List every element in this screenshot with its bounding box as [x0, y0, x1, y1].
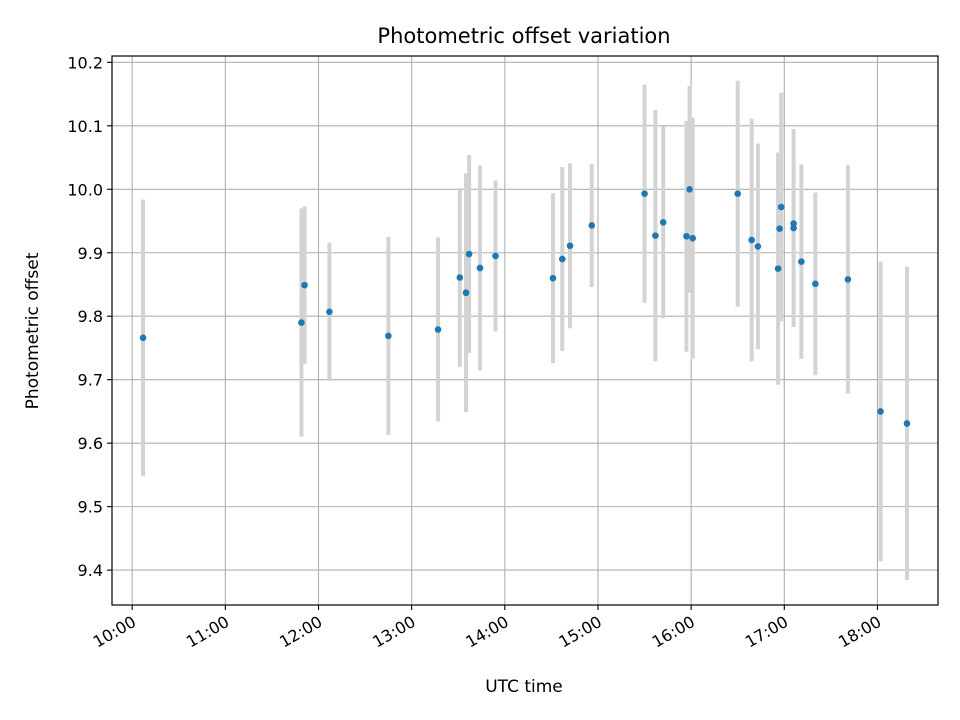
data-point [659, 218, 667, 226]
data-point [689, 234, 696, 242]
axis-ticks: 10:00 11:00 12:00 13:00 14:00 15:00 16:00 17:00… [67, 53, 884, 651]
y-tick-label: 10.0 [67, 180, 103, 199]
data-point [734, 190, 742, 198]
data-point [588, 222, 596, 229]
y-tick-label: 9.5 [78, 498, 103, 517]
data-point [777, 203, 785, 211]
data-point [558, 255, 566, 263]
data-point [844, 276, 852, 283]
data-point [301, 281, 308, 289]
data-point [683, 232, 690, 240]
plot-frame [111, 55, 939, 606]
data-point [139, 334, 147, 342]
data-point [774, 265, 782, 272]
x-tick-label: 16:00 [649, 612, 698, 652]
data-point [641, 190, 648, 198]
chart-title: Photometric offset variation [377, 24, 670, 48]
data-point [877, 408, 884, 415]
data-point [686, 185, 693, 193]
y-tick-label: 10.2 [67, 53, 103, 72]
y-tick-label: 9.7 [78, 371, 103, 390]
data-point [462, 289, 470, 297]
data-point [652, 232, 659, 239]
data-point [492, 252, 499, 260]
error-bars [141, 80, 909, 581]
data-point [476, 264, 484, 272]
y-tick-label: 9.8 [78, 307, 103, 326]
y-tick-label: 9.9 [78, 244, 103, 263]
y-tick-label: 9.6 [78, 434, 103, 453]
x-axis-label: UTC time [485, 677, 563, 697]
data-point [776, 225, 783, 232]
x-tick-label: 10:00 [90, 612, 139, 652]
x-tick-label: 11:00 [183, 612, 232, 652]
data-point [549, 274, 557, 282]
x-tick-label: 18:00 [835, 612, 884, 652]
x-tick-label: 14:00 [462, 612, 511, 652]
x-tick-label: 13:00 [369, 612, 418, 652]
data-point [456, 274, 464, 281]
data-point [465, 250, 473, 258]
data-point [812, 280, 819, 288]
data-point [790, 220, 797, 227]
data-point [385, 332, 392, 340]
x-tick-label: 12:00 [276, 612, 325, 652]
data-point [298, 319, 305, 326]
data-point [326, 308, 333, 316]
data-point [566, 242, 574, 250]
y-tick-label: 9.4 [78, 561, 103, 580]
y-tick-label: 10.1 [67, 117, 103, 136]
x-tick-label: 15:00 [556, 612, 605, 652]
data-point [434, 326, 442, 333]
data-point [903, 420, 911, 427]
data-point [754, 243, 762, 250]
data-point [748, 236, 755, 244]
data-points [139, 185, 911, 427]
data-point [798, 258, 805, 265]
x-tick-label: 17:00 [742, 612, 791, 652]
y-axis-label: Photometric offset [23, 252, 43, 409]
